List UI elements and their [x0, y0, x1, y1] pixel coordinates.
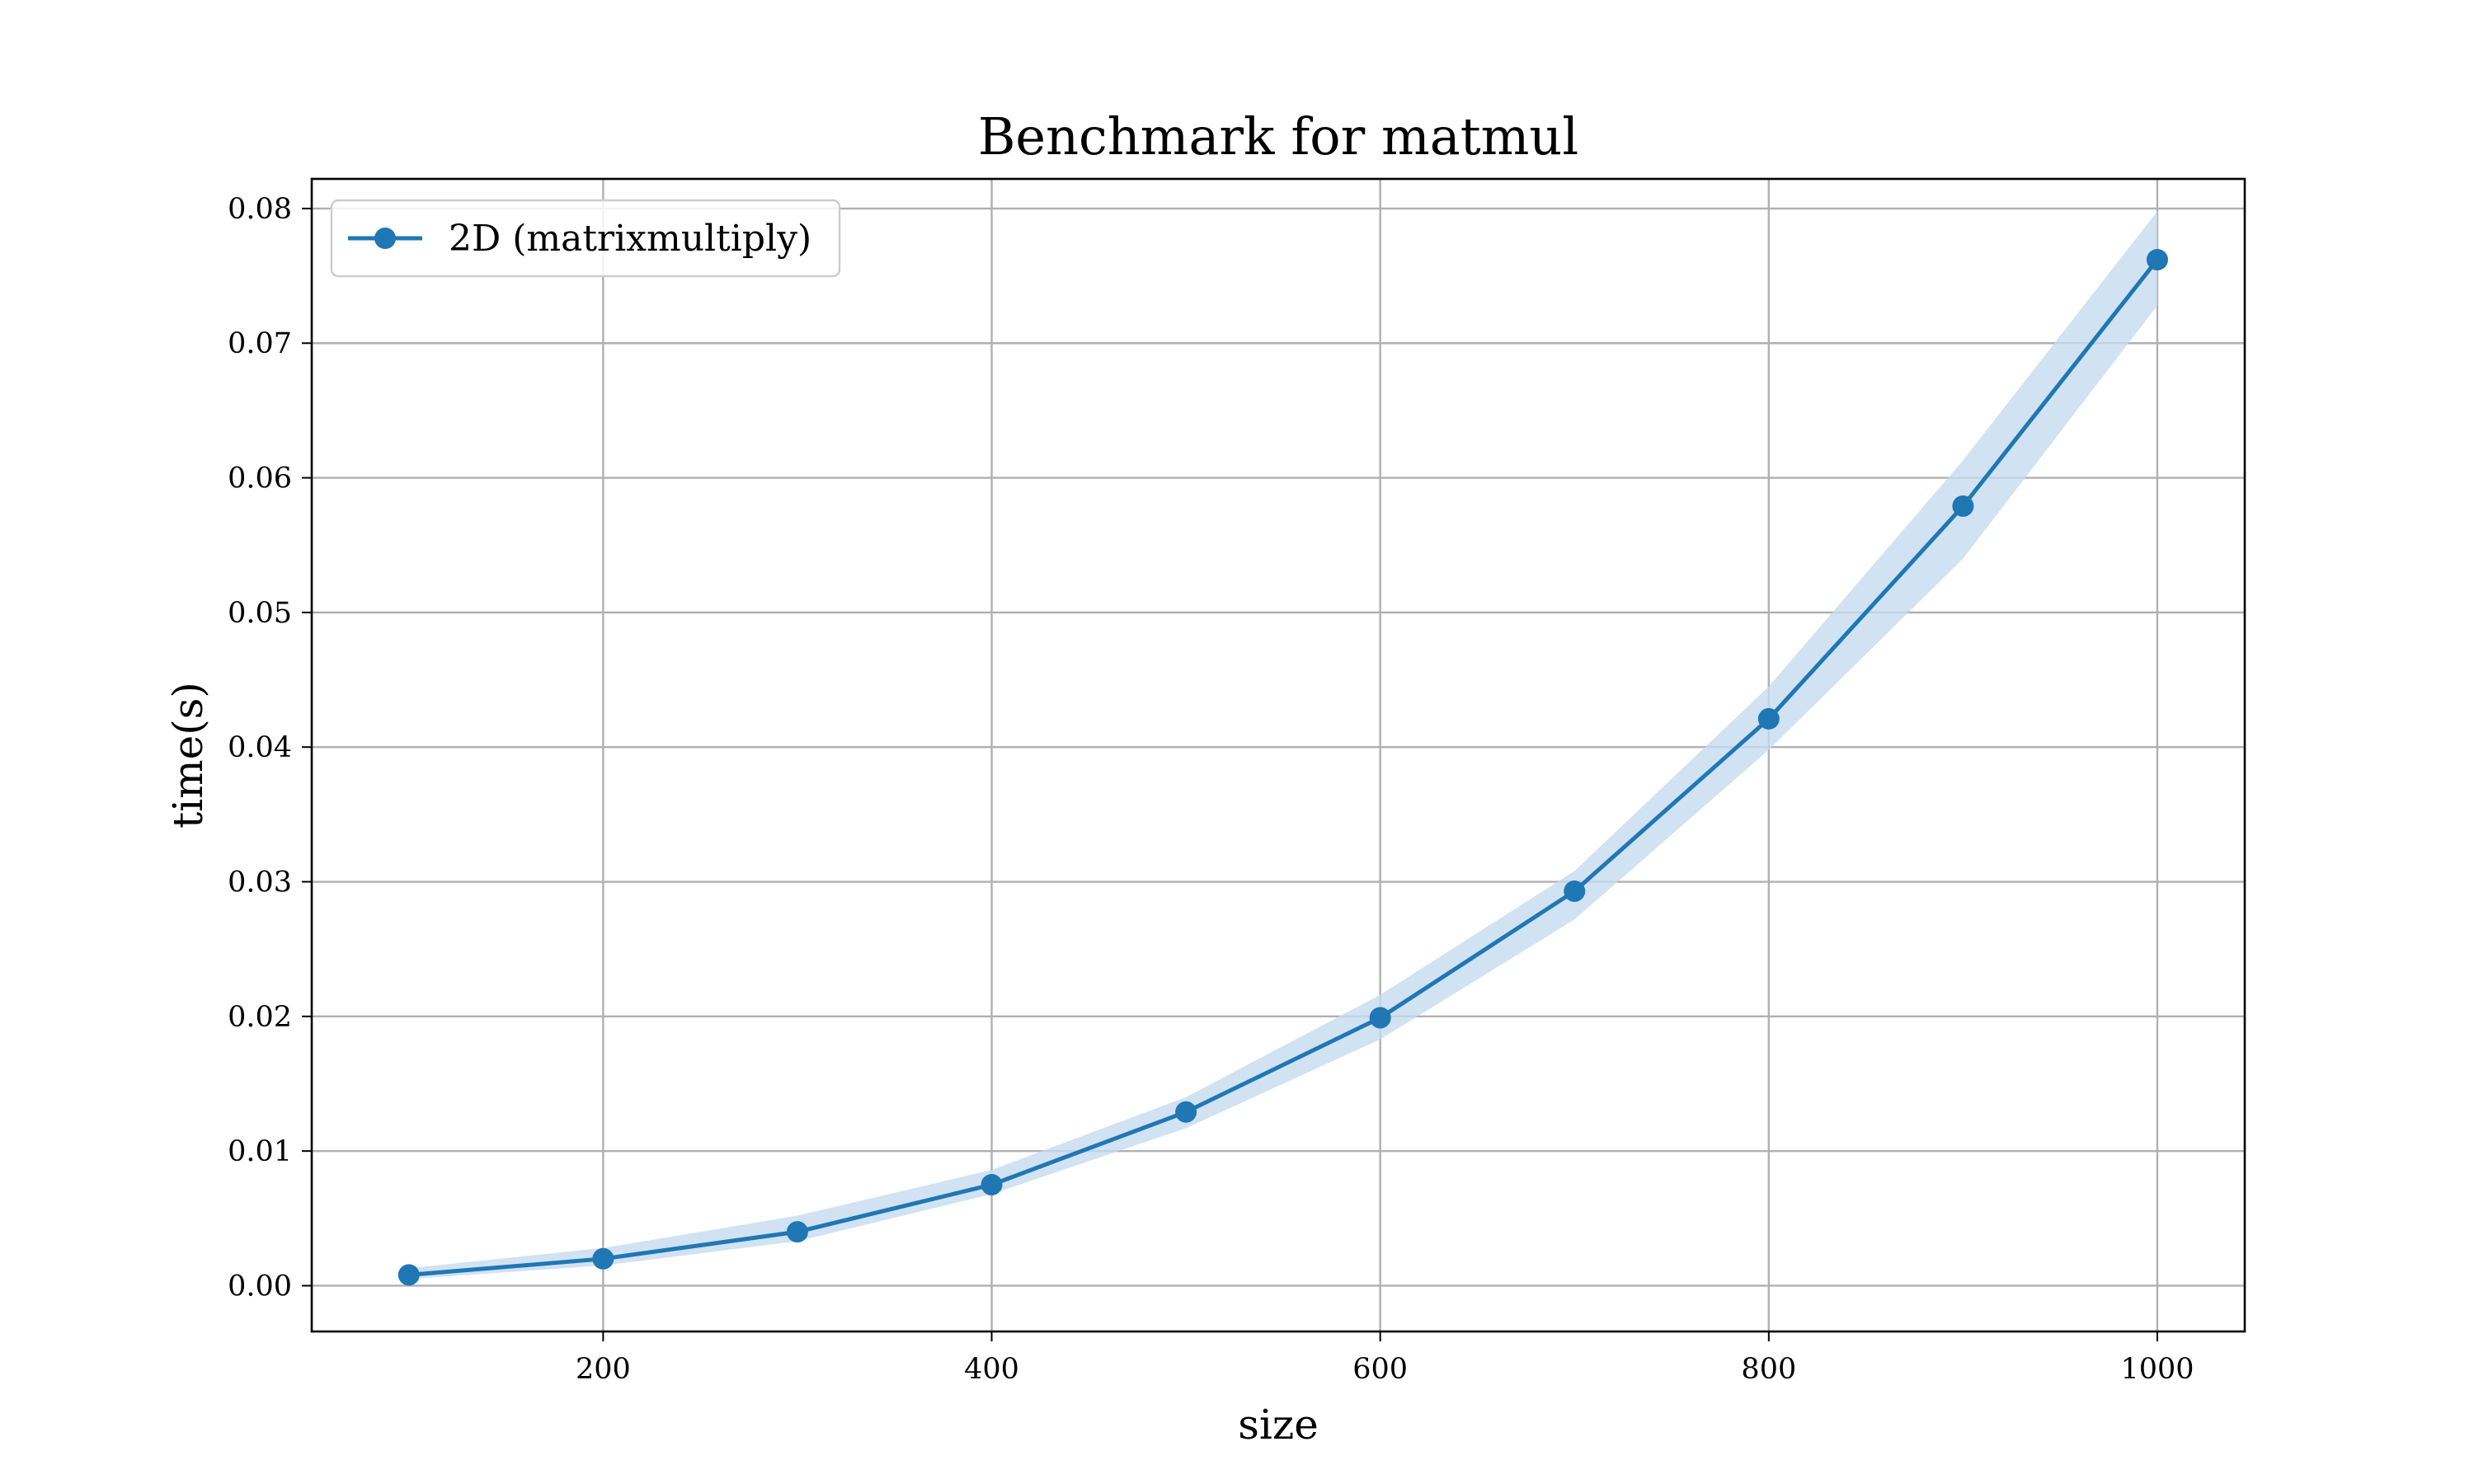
- y-tick-label: 0.00: [228, 1270, 292, 1303]
- data-point: [1175, 1101, 1197, 1123]
- legend-marker: [374, 228, 396, 249]
- x-axis-label: size: [1238, 1401, 1319, 1449]
- series-line: [408, 258, 2159, 1277]
- legend-entry-label: 2D (matrixmultiply): [449, 218, 811, 260]
- y-tick-label: 0.01: [228, 1135, 292, 1168]
- legend: 2D (matrixmultiply): [330, 199, 841, 278]
- y-tick-label: 0.02: [228, 1001, 292, 1034]
- x-tick-label: 600: [1352, 1353, 1408, 1386]
- data-point: [2146, 248, 2168, 270]
- y-tick-label: 0.05: [228, 597, 292, 630]
- y-axis-label: time(s): [164, 682, 212, 829]
- data-point: [981, 1173, 1003, 1195]
- y-tick-label: 0.06: [228, 463, 292, 495]
- data-point: [1757, 707, 1780, 730]
- y-tick-label: 0.08: [228, 193, 292, 226]
- legend-box: [330, 199, 841, 278]
- data-point: [397, 1264, 420, 1286]
- x-tick-label: 1000: [2120, 1353, 2194, 1386]
- y-tick-label: 0.04: [228, 731, 292, 764]
- y-tick-label: 0.07: [228, 327, 292, 360]
- data-point: [1564, 880, 1586, 902]
- ticks: 200 400 600 800 1000 0.00 0.01 0.02 0.03 0.04 0.05…: [228, 193, 2194, 1386]
- data-point: [1952, 495, 1974, 517]
- x-tick-label: 400: [964, 1353, 1019, 1386]
- y-tick-label: 0.03: [228, 866, 292, 899]
- data-point: [1369, 1007, 1391, 1029]
- data-point: [786, 1221, 808, 1243]
- plot-frame: [310, 177, 2246, 1333]
- series-layer: [397, 248, 2168, 1286]
- chart-title: Benchmark for matmul: [978, 106, 1578, 167]
- grid: [312, 179, 2245, 1331]
- x-tick-label: 800: [1741, 1353, 1796, 1386]
- data-point: [592, 1247, 614, 1270]
- x-tick-label: 200: [576, 1353, 631, 1386]
